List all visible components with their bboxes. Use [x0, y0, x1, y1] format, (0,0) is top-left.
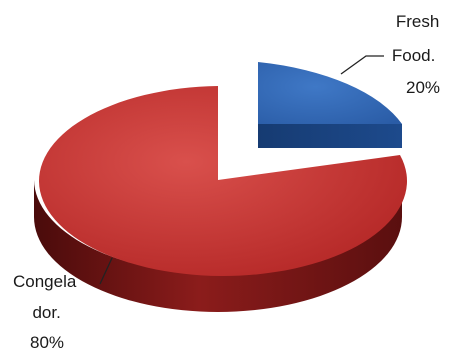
label-congelador: Congela dor. 80%: [13, 272, 81, 352]
slice-fresh-food: [258, 62, 402, 148]
slice-fresh-food-side: [258, 124, 402, 148]
slice-congelador-top: [39, 86, 408, 276]
slice-congelador-side: [34, 180, 402, 312]
label-congelador-line-3: 80%: [30, 333, 64, 352]
label-congelador-line-1: Congela: [13, 272, 77, 291]
label-fresh-food: Fresh Food. 20%: [392, 12, 444, 97]
label-fresh-food-line-2: Food.: [392, 46, 435, 65]
leader-line-fresh-food: [340, 55, 384, 75]
leader-line-congelador: [99, 257, 113, 285]
slice-congelador: [34, 86, 408, 312]
label-fresh-food-line-1: Fresh: [396, 12, 439, 31]
label-fresh-food-line-3: 20%: [406, 78, 440, 97]
slice-fresh-food-top: [258, 62, 402, 124]
label-congelador-line-2: dor.: [32, 303, 60, 322]
